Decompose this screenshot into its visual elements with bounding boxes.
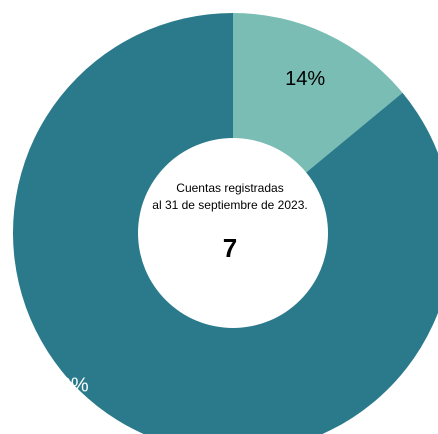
center-caption-line-2: al 31 de septiembre de 2023. bbox=[152, 198, 307, 212]
slice-label-2: 86% bbox=[49, 375, 89, 397]
slice-label-1: 14% bbox=[285, 68, 325, 90]
slice-labels: 14% 86% bbox=[49, 68, 326, 397]
donut-hole bbox=[138, 138, 328, 328]
center-value: 7 bbox=[223, 233, 237, 263]
center-caption-line-1: Cuentas registradas bbox=[176, 181, 283, 195]
